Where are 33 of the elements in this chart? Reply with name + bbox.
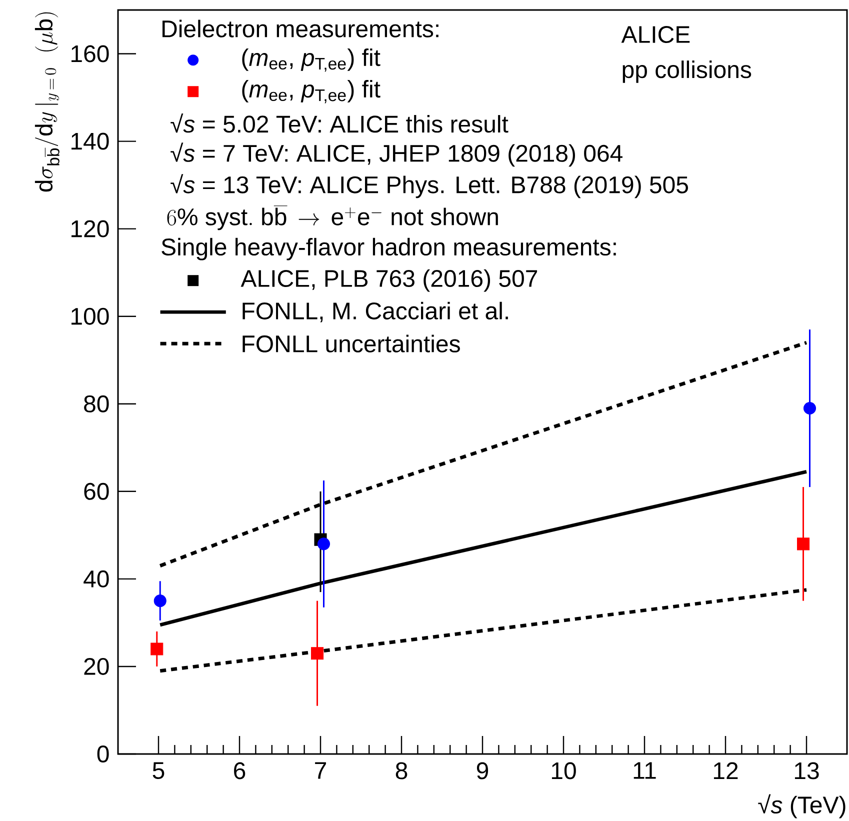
- legend-label: ALICE, PLB 763 (2016) 507: [240, 269, 538, 292]
- legend-label: (m$_{ee}$, p$_{T,ee}$) fit: [242, 48, 380, 72]
- y-tick-label: 0: [97, 745, 109, 762]
- x-tick-label: 11: [634, 762, 656, 779]
- x-tick-label: 5: [152, 762, 164, 780]
- legend-label: FONLL, M. Cacciari et al.: [242, 302, 508, 322]
- legend-label: (m$_{ee}$, p$_{T,ee}$) fit: [242, 80, 380, 104]
- y-tick-label: 160: [72, 45, 109, 62]
- y-tick-label: 60: [84, 482, 109, 500]
- y-tick-label: 140: [72, 132, 109, 150]
- x-tick-label: 6: [234, 762, 246, 780]
- x-tick-label: 13: [794, 762, 819, 780]
- legend-label: FONLL uncertainties: [242, 334, 460, 352]
- x-tick-label: 10: [552, 762, 576, 780]
- x-tick-label: 12: [714, 762, 738, 780]
- annotation: Dielectron measurements:: [162, 20, 438, 38]
- x-tick-label: 8: [396, 762, 408, 780]
- x-tick-label: 7: [315, 762, 326, 779]
- annotation: Single heavy-flavor hadron measurements:: [162, 238, 616, 260]
- annotation: √s = 13 TeV: ALICE Phys. Lett. B788 (2019) 505: [170, 174, 688, 198]
- y-tick-label: 40: [84, 570, 109, 588]
- annotation: ALICE: [621, 26, 690, 44]
- y-axis-title: $\mathrm{d}\sigma_{\mathrm{b\overline{b}}}/\mathrm{d}y\,|_{y\,=\,0}\ \ (\mu\mathrm{b})$: [34, 12, 60, 192]
- y-tick-label: 100: [72, 308, 109, 325]
- y-tick-label: 80: [84, 395, 109, 412]
- annotation: √s = 7 TeV: ALICE, JHEP 1809 (2018) 064: [170, 142, 622, 167]
- x-tick-label: 9: [476, 762, 488, 780]
- annotation: pp collisions: [622, 60, 752, 83]
- y-tick-label: 120: [72, 220, 109, 238]
- x-axis-title: √s (TeV): [758, 794, 846, 818]
- y-tick-label: 20: [84, 658, 109, 675]
- annotation: √s = 5.02 TeV: ALICE this result: [170, 113, 508, 133]
- annotation: $6\%\ \mathrm{syst.\ b\overline{b}}\,\rightarrow\,\mathrm{e^{+}e^{-}}\ \mathrm{not\ shown}$: [167, 206, 498, 230]
